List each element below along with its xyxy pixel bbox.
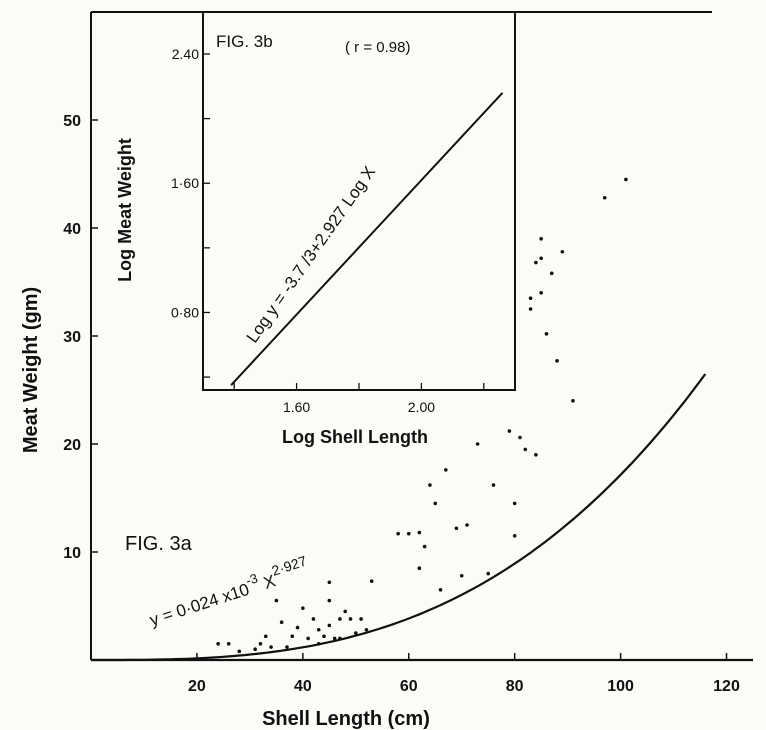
data-point [253,647,257,651]
data-point [338,617,342,621]
data-point [269,645,273,649]
inset-x-tick-label: 1.60 [283,399,310,415]
data-point [417,530,422,535]
data-point [555,359,559,363]
data-point [602,195,607,200]
data-point [507,429,512,433]
data-point [237,649,242,654]
y-tick-label: 10 [63,545,81,562]
inset-y-tick-label: 2.40 [172,46,199,62]
x-tick-label: 20 [188,678,206,695]
x-tick-label: 120 [713,678,740,695]
data-point [364,627,369,632]
data-point [422,544,427,549]
fit-curve [91,373,707,662]
data-point [327,598,332,603]
data-point [465,523,469,527]
data-point [549,271,554,276]
correlation-label: ( r = 0.98) [345,39,410,56]
x-tick-label: 100 [607,678,634,695]
data-point [539,256,543,261]
data-point [343,609,348,614]
data-point [285,645,289,649]
data-point [624,177,628,182]
data-point [316,627,321,632]
data-point [327,623,332,628]
inset-y-axis-label: Log Meat Weight [115,138,135,282]
data-point [444,468,448,472]
data-point [359,617,363,621]
y-axis-label: Meat Weight (gm) [20,287,42,453]
data-point [369,579,374,583]
y-tick-label: 20 [63,437,81,454]
data-point [279,620,284,624]
data-point [406,531,411,536]
data-point [518,435,522,440]
x-tick-label: 60 [400,678,418,695]
data-point [454,526,459,531]
data-point [438,588,443,592]
data-point [544,332,549,336]
data-point [512,534,517,538]
data-point [354,631,358,635]
data-point [512,501,517,506]
data-point [274,598,279,603]
x-axis-label: Shell Length (cm) [262,708,430,730]
data-point [295,625,300,630]
data-point [534,453,538,457]
data-point [258,642,263,646]
inset-y-ticks: 0·80 1·60 2.40 [171,46,210,378]
data-point [417,566,422,570]
x-tick-label: 40 [294,678,312,695]
data-point [301,606,305,610]
data-point [306,636,310,641]
fig3a-title: FIG. 3a [125,533,193,555]
data-point [428,483,432,487]
data-point [539,237,543,241]
data-point [560,249,565,254]
y-tick-label: 50 [63,113,81,130]
inset-plot: 1.60 2.00 0·80 1·60 2.40 FIG. 3b ( r = 0.98… [115,11,516,447]
data-point [396,531,400,536]
inset-y-tick-label: 0·80 [171,304,199,320]
data-point [316,642,321,646]
data-point [486,571,491,576]
data-point [226,642,231,646]
inset-x-axis-label: Log Shell Length [282,427,428,447]
y-tick-label: 30 [63,329,81,346]
data-point [475,442,480,446]
data-point [332,636,337,641]
main-y-ticks: 10 20 30 40 50 [63,113,98,562]
data-point [528,296,533,301]
data-point [216,642,220,646]
inset-fit-line [230,92,504,386]
data-point [433,501,438,506]
data-point [348,617,353,621]
data-point [338,636,342,641]
data-point [571,399,575,403]
data-point [322,634,326,639]
data-point [491,483,496,487]
inset-y-tick-label: 1·60 [171,175,199,191]
x-tick-label: 80 [506,678,524,695]
inset-x-ticks: 1.60 2.00 [233,383,485,415]
inset-x-tick-label: 2.00 [408,399,435,415]
y-tick-label: 40 [63,221,81,238]
data-point [528,307,533,311]
data-point [459,573,464,578]
data-point [327,580,332,585]
data-point [534,260,538,265]
data-point [539,291,543,295]
fit-equation: y = 0·024 x10-3 X2·927 [145,552,312,629]
data-points [216,177,628,654]
data-point [263,634,268,639]
data-point [290,634,295,639]
main-x-ticks: 20 40 60 80 100 120 [188,653,740,695]
data-point [523,447,528,452]
fig3b-title: FIG. 3b [216,32,273,51]
data-point [311,617,316,621]
